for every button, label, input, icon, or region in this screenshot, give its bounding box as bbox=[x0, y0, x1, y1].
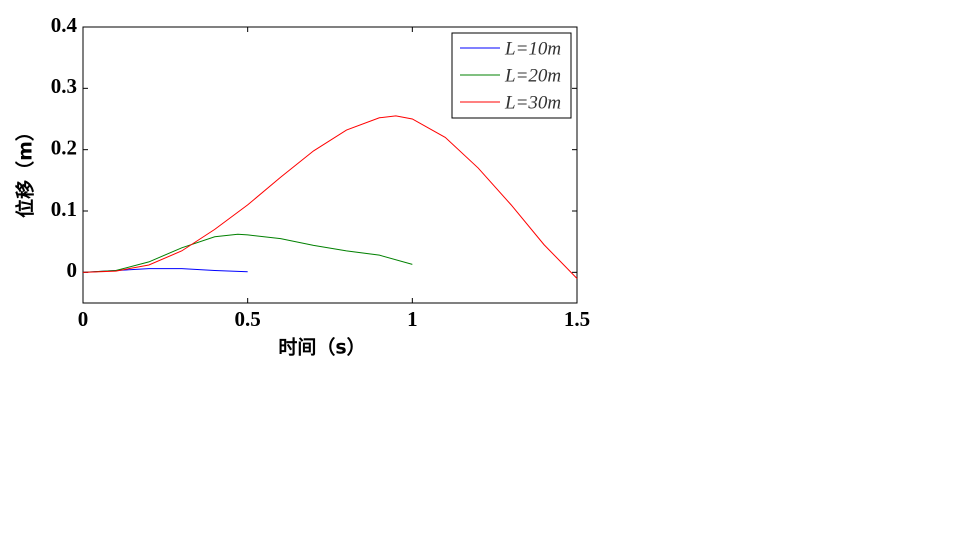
y-tick-label: 0.1 bbox=[51, 197, 77, 221]
legend-label: L=10m bbox=[504, 38, 561, 59]
y-axis-label: 位移（m） bbox=[14, 122, 37, 218]
legend-label: L=30m bbox=[504, 92, 561, 113]
y-tick-label: 0.4 bbox=[51, 13, 78, 37]
x-tick-label: 0 bbox=[78, 307, 89, 331]
x-tick-label: 1 bbox=[407, 307, 418, 331]
x-tick-label: 0.5 bbox=[235, 307, 261, 331]
y-tick-label: 0.3 bbox=[51, 74, 77, 98]
x-tick-label: 1.5 bbox=[564, 307, 590, 331]
y-tick-label: 0.2 bbox=[51, 135, 77, 159]
x-axis-label: 时间（s） bbox=[278, 336, 365, 359]
series-line bbox=[82, 115, 578, 279]
y-tick-label: 0 bbox=[67, 258, 78, 282]
legend-label: L=20m bbox=[504, 65, 561, 86]
series-line bbox=[82, 233, 413, 273]
